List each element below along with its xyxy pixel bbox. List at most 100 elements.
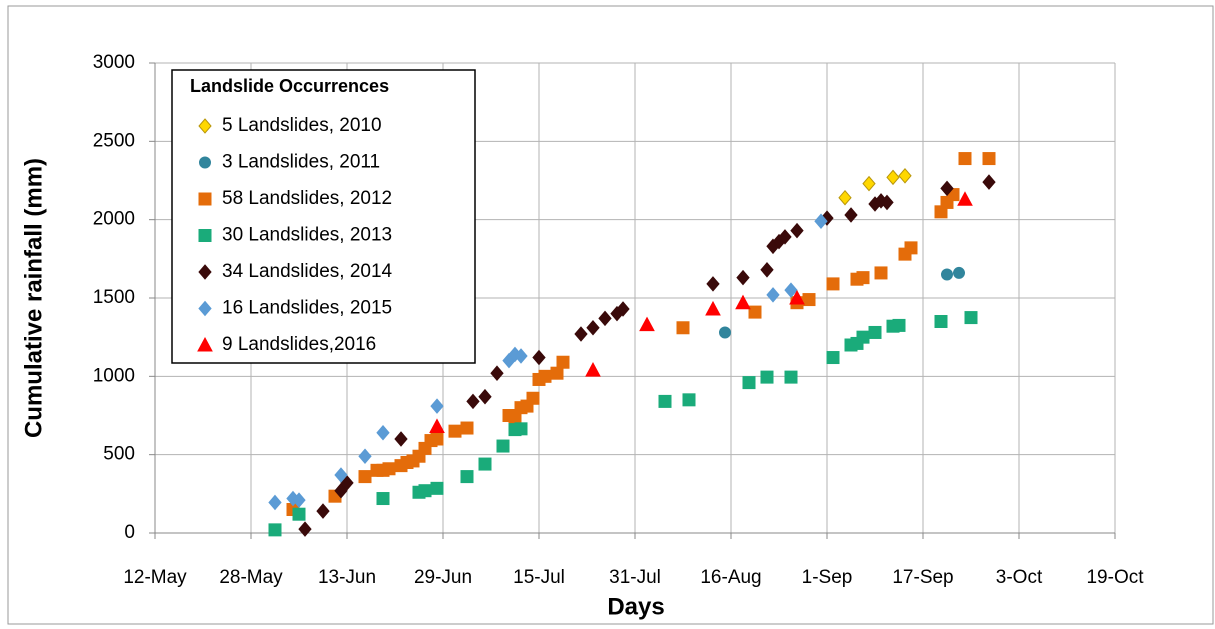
legend-label: 16 Landslides, 2015 (222, 298, 392, 319)
point (790, 222, 804, 239)
point (982, 174, 996, 190)
x-tick-label: 15-Jul (513, 567, 565, 588)
point (880, 194, 894, 211)
point (550, 366, 564, 380)
point (736, 269, 750, 286)
point (826, 351, 840, 365)
point (478, 457, 492, 471)
y-tick-label: 1500 (93, 287, 135, 308)
point (784, 282, 798, 298)
legend-box (171, 69, 476, 364)
legend-label: 5 Landslides, 2010 (222, 115, 382, 136)
x-tick-label: 1-Sep (802, 567, 853, 588)
point (490, 365, 504, 381)
x-tick-label: 19-Oct (1086, 567, 1144, 588)
point (735, 294, 751, 310)
point (639, 316, 655, 332)
point (941, 268, 953, 281)
point (532, 349, 546, 366)
point (430, 481, 444, 495)
x-tick-label: 16-Aug (700, 567, 761, 588)
x-axis-label: Days (607, 593, 664, 620)
legend-marker (198, 229, 212, 242)
point (418, 484, 432, 498)
point (538, 369, 552, 383)
point (826, 277, 840, 291)
point (394, 431, 408, 447)
point (316, 503, 330, 519)
point (705, 300, 721, 316)
y-tick-label: 2000 (93, 209, 135, 230)
y-tick-label: 0 (124, 522, 135, 543)
point (478, 388, 492, 405)
point (868, 325, 882, 339)
point (748, 305, 762, 319)
point (429, 418, 445, 433)
point (376, 424, 390, 441)
point (268, 494, 282, 511)
point (574, 326, 588, 342)
point (856, 271, 870, 285)
point (676, 321, 690, 335)
point (586, 319, 600, 336)
legend: Landslide Occurrences 5 Landslides, 2010 3… (171, 69, 476, 364)
point (886, 169, 900, 186)
point (838, 189, 852, 206)
point (460, 421, 474, 435)
point (358, 470, 372, 484)
point (298, 521, 312, 537)
point (862, 175, 876, 192)
point (904, 241, 918, 255)
point (334, 482, 348, 499)
legend-marker (198, 300, 212, 317)
point (292, 492, 306, 508)
y-tick-label: 3000 (93, 52, 135, 73)
point (430, 432, 444, 446)
x-tick-label: 29-Jun (414, 567, 472, 588)
point (376, 492, 390, 506)
point (957, 191, 973, 206)
point (658, 394, 672, 408)
point (760, 262, 774, 278)
point (898, 168, 912, 184)
legend-label: 34 Landslides, 2014 (222, 261, 393, 282)
y-tick-label: 1000 (93, 365, 135, 386)
y-tick-label: 2500 (93, 130, 135, 151)
legend-marker (198, 264, 212, 280)
point (616, 301, 630, 317)
legend-marker (198, 118, 212, 134)
x-tick-label: 12-May (123, 567, 187, 588)
point (585, 362, 601, 377)
point (358, 448, 372, 465)
point (706, 276, 720, 292)
y-tick-label: 500 (103, 444, 135, 465)
point (789, 289, 805, 305)
point (784, 370, 798, 384)
legend-label: 58 Landslides, 2012 (222, 188, 392, 209)
point (766, 287, 780, 303)
point (382, 462, 396, 476)
point (856, 330, 870, 344)
x-tick-label: 28-May (219, 567, 283, 588)
point (496, 439, 510, 453)
legend-title: Landslide Occurrences (190, 76, 389, 96)
point (448, 424, 462, 438)
point (460, 470, 474, 484)
point (760, 370, 774, 384)
point (268, 523, 282, 537)
point (958, 152, 972, 166)
point (598, 310, 612, 327)
point (940, 180, 954, 197)
point (742, 376, 756, 390)
x-tick-label: 31-Jul (609, 567, 661, 588)
point (964, 311, 978, 325)
point (874, 266, 888, 280)
point (814, 213, 828, 230)
point (526, 391, 540, 405)
legend-label: 3 Landslides, 2011 (222, 152, 380, 173)
point (334, 467, 348, 483)
x-tick-label: 17-Sep (892, 567, 953, 588)
point (892, 318, 906, 332)
